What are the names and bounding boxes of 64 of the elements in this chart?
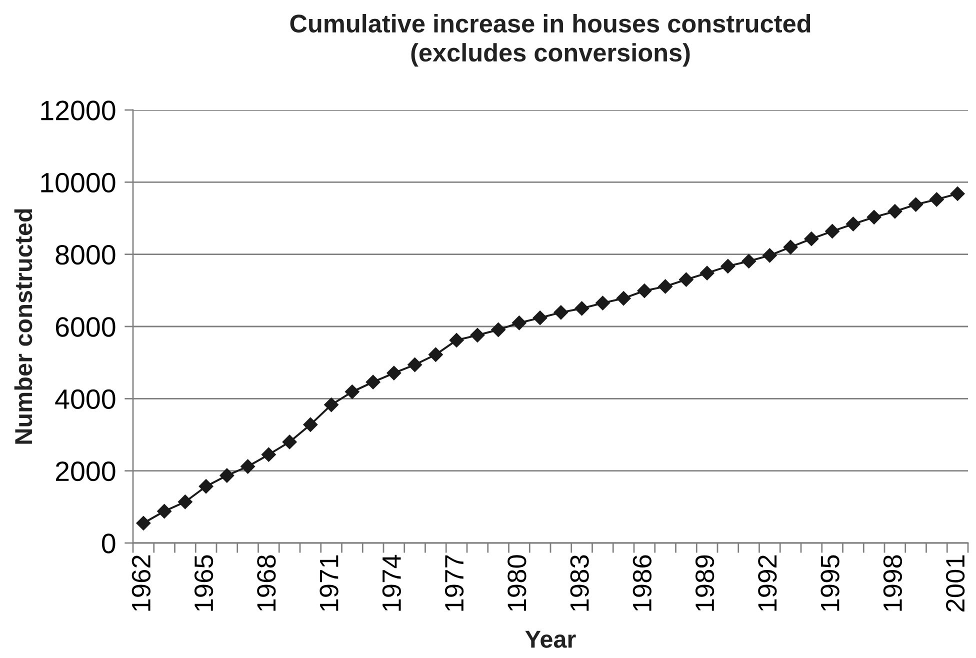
point [408, 358, 422, 372]
x-tick-label: 1962 [132, 555, 151, 611]
x-tick-label: 1995 [820, 555, 840, 611]
point [888, 204, 902, 219]
point [344, 384, 360, 400]
point [512, 316, 526, 330]
point [700, 266, 714, 280]
y-tick-label: 10000 [41, 172, 116, 193]
point [220, 468, 234, 483]
point [574, 301, 590, 316]
x-tick-label: 1983 [570, 555, 589, 611]
point [178, 494, 192, 510]
point [491, 322, 506, 337]
point [595, 296, 610, 310]
y-tick-label: 2000 [56, 462, 116, 482]
y-tick-label: 6000 [56, 317, 116, 337]
point [846, 216, 860, 232]
point [783, 240, 798, 254]
x-tick-label: 1977 [444, 555, 464, 611]
x-tick-label: 1986 [632, 555, 652, 611]
point [240, 459, 256, 474]
point [470, 328, 485, 342]
point [908, 197, 924, 212]
y-tick-label: 8000 [56, 245, 116, 265]
point [261, 447, 276, 462]
point [950, 186, 965, 201]
x-tick-label: 1971 [320, 555, 338, 611]
point [720, 259, 736, 274]
point [866, 210, 882, 224]
point [762, 248, 777, 263]
y-axis-title: Number constructed [14, 209, 32, 444]
point [449, 332, 464, 348]
point [386, 366, 402, 380]
point [742, 254, 756, 268]
x-tick-label: 1980 [508, 555, 526, 611]
point [532, 310, 548, 326]
point [428, 347, 443, 362]
x-tick-label: 1992 [758, 555, 777, 611]
point [366, 374, 380, 390]
x-tick-label: 1974 [382, 554, 402, 611]
point [616, 291, 631, 306]
y-tick-label: 0 [102, 534, 116, 554]
point [554, 305, 568, 320]
y-tick-label: 4000 [55, 389, 116, 410]
point [929, 192, 944, 207]
point [157, 504, 172, 518]
x-tick-label: 1989 [695, 555, 714, 611]
point [324, 398, 339, 412]
x-tick-label: 1965 [194, 555, 214, 611]
x-tick-label: 2001 [946, 555, 965, 612]
point [303, 417, 318, 432]
x-tick-label: 1968 [257, 555, 276, 611]
point [637, 284, 652, 298]
y-tick-label: 12000 [41, 100, 116, 120]
point [136, 516, 151, 530]
point [282, 434, 297, 450]
x-tick-label: 1998 [883, 555, 902, 611]
x-axis-title: Year [525, 630, 576, 648]
chart-title: Cumulative increase in houses constructed (excludes conversions) [290, 14, 810, 67]
point [825, 224, 840, 238]
point [198, 479, 214, 494]
point [804, 232, 819, 246]
point [678, 272, 694, 287]
point [658, 279, 673, 294]
